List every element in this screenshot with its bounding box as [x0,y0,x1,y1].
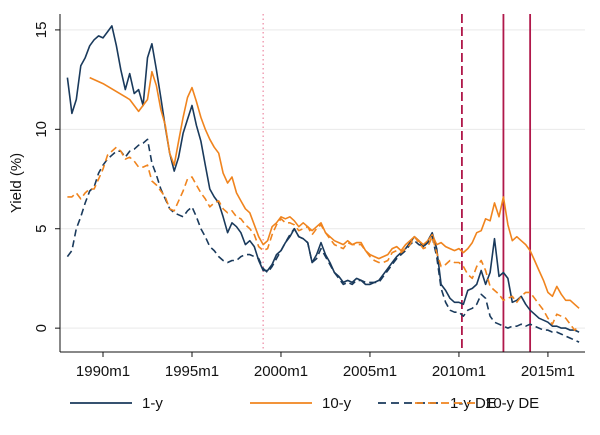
x-tick-label: 1995m1 [165,363,219,380]
legend-label: 10-y DE [485,395,539,412]
axes [59,14,585,353]
x-tick-label: 2015m1 [521,363,575,380]
y-tick-label: 10 [33,121,50,138]
x-tick-label: 2005m1 [343,363,397,380]
x-tick-label: 2010m1 [432,363,486,380]
legend-label: 10-y [322,395,352,412]
vertical-markers [262,14,532,352]
y-axis-title: Yield (%) [8,153,25,213]
x-tick-label: 1990m1 [76,363,130,380]
series-line-1 [66,25,580,333]
y-ticks: 0 5 10 15 [33,22,60,332]
x-ticks: 1990m1 1995m1 2000m1 2005m1 2010m1 2015m1 [76,352,575,380]
legend-label: 1-y [142,395,163,412]
y-tick-label: 0 [33,324,50,332]
y-tick-label: 15 [33,22,50,39]
series-line-2 [89,70,580,309]
y-tick-label: 5 [33,225,50,233]
series-layer [66,25,580,343]
series-line-4 [67,146,580,331]
x-tick-label: 2000m1 [254,363,308,380]
